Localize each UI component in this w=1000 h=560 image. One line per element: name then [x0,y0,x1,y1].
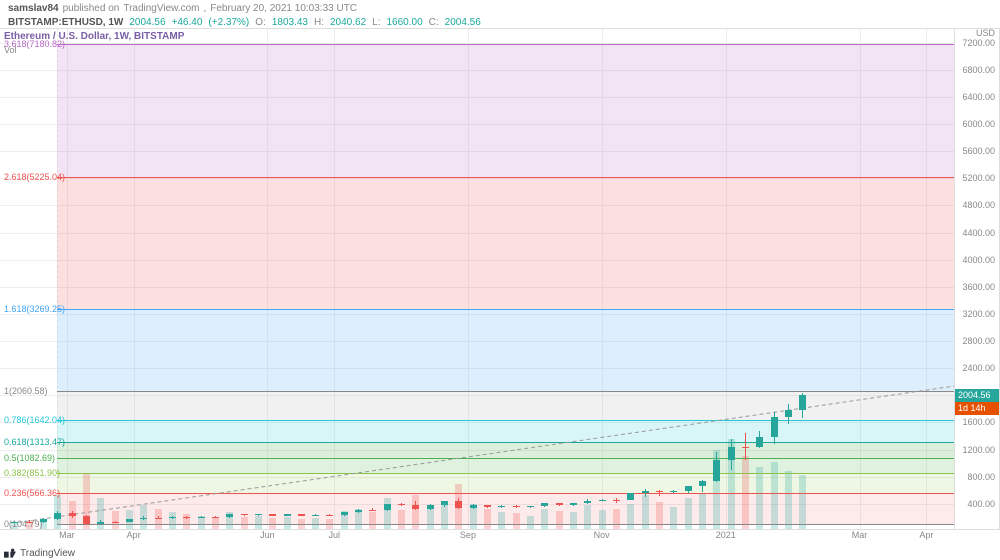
published-prefix: published on [63,2,120,16]
volume-bar [584,505,591,529]
volume-bar [527,516,534,530]
x-tick-label: Sep [460,530,476,540]
fib-label: 1.618(3269.25) [4,304,65,314]
fib-line[interactable] [57,309,954,310]
volume-bar [670,507,677,530]
price-axis[interactable]: USD 400.00800.001200.001600.002000.00240… [955,28,1000,530]
volume-bar [427,507,434,530]
volume-bar [785,471,792,530]
fib-line[interactable] [57,473,954,474]
fib-line[interactable] [57,391,954,392]
volume-bar [169,512,176,529]
fib-band [57,44,954,177]
site-name: TradingView.com [123,2,199,16]
x-tick-label: Nov [594,530,610,540]
pair-title: Ethereum / U.S. Dollar, 1W, BITSTAMP [4,31,184,42]
volume-bar [284,517,291,529]
volume-bar [484,509,491,529]
volume-bar [241,517,248,529]
volume-bar [498,512,505,529]
volume-label: Vol [4,45,17,55]
fib-label: 0.618(1313.47) [4,437,65,447]
fib-label: 2.618(5225.04) [4,172,65,182]
volume-bar [255,516,262,530]
y-axis-unit: USD [976,28,995,38]
volume-bar [398,510,405,529]
fib-label: 1(2060.58) [4,386,48,396]
publish-line: samslav84 published on TradingView.com ,… [8,2,992,16]
x-tick-label: Mar [852,530,868,540]
y-tick-label: 4400.00 [962,228,995,238]
chart-container: samslav84 published on TradingView.com ,… [0,0,1000,560]
chart-plot-area[interactable]: Ethereum / U.S. Dollar, 1W, BITSTAMP Vol… [0,28,955,530]
fib-band [57,391,954,419]
y-tick-label: 6800.00 [962,65,995,75]
y-tick-label: 4000.00 [962,255,995,265]
volume-bar [656,502,663,529]
fib-line[interactable] [57,493,954,494]
chart-header: samslav84 published on TradingView.com ,… [0,0,1000,28]
fib-line[interactable] [57,458,954,459]
volume-bar [756,467,763,529]
tradingview-icon [4,547,16,559]
volume-bar [599,510,606,529]
volume-bar [570,512,577,529]
publish-timestamp: February 20, 2021 10:03:33 UTC [210,2,357,16]
footer-brand-text: TradingView [20,548,75,559]
x-tick-label: Apr [919,530,933,540]
y-tick-label: 4800.00 [962,200,995,210]
fib-band [57,420,954,442]
fib-line[interactable] [57,442,954,443]
fib-band [57,309,954,391]
fib-band [57,473,954,492]
fib-band [57,177,954,310]
fib-label: 0.5(1082.69) [4,453,55,463]
bar-countdown-flag: 1d 14h [955,402,999,415]
volume-bar [771,462,778,530]
y-tick-label: 1600.00 [962,417,995,427]
x-tick-label: Mar [59,530,75,540]
y-tick-label: 400.00 [967,499,995,509]
volume-bar [369,512,376,529]
volume-bar [799,475,806,529]
fib-band [57,493,954,524]
volume-bar [513,513,520,529]
y-tick-label: 6000.00 [962,119,995,129]
current-price-flag: 2004.56 [955,389,999,402]
fib-line[interactable] [57,524,954,525]
x-tick-label: Apr [127,530,141,540]
y-tick-label: 7200.00 [962,38,995,48]
x-tick-label: Jul [328,530,340,540]
footer-brand[interactable]: TradingView [4,546,75,560]
fib-label: 0.382(851.90) [4,468,60,478]
fib-label: 0.236(566.36) [4,488,60,498]
y-tick-label: 5600.00 [962,146,995,156]
y-tick-label: 2400.00 [962,363,995,373]
volume-bar [627,504,634,529]
username: samslav84 [8,2,59,16]
fib-line[interactable] [57,44,954,45]
volume-bar [613,509,620,529]
fib-line[interactable] [57,420,954,421]
y-tick-label: 3200.00 [962,309,995,319]
fib-line[interactable] [57,177,954,178]
y-tick-label: 3600.00 [962,282,995,292]
fib-label: 0.786(1642.04) [4,415,65,425]
time-axis[interactable]: Mar Apr Jun Jul Sep Nov 2021 Mar Apr [0,530,955,546]
fib-band [57,458,954,474]
x-tick-label: 2021 [716,530,736,540]
volume-bar [556,511,563,529]
x-tick-label: Jun [260,530,275,540]
y-tick-label: 5200.00 [962,173,995,183]
y-tick-label: 2800.00 [962,336,995,346]
fib-band [57,442,954,458]
y-tick-label: 800.00 [967,472,995,482]
y-tick-label: 1200.00 [962,445,995,455]
fib-label: 0(104.79) [4,519,43,529]
volume-bar [541,509,548,529]
y-tick-label: 6400.00 [962,92,995,102]
